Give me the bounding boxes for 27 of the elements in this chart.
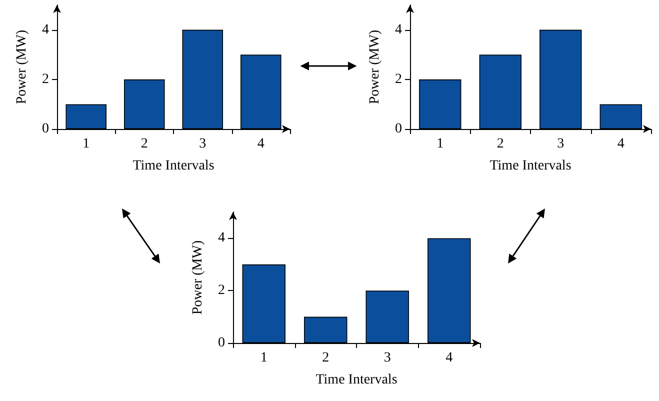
y-tick-label: 0 (395, 122, 402, 136)
y-tick-label: 2 (42, 72, 49, 87)
y-tick-label: 0 (218, 336, 225, 350)
x-tick-label: 2 (140, 136, 148, 152)
y-tick-label: 4 (218, 230, 225, 246)
x-tick-label: 1 (260, 350, 268, 366)
x-tick-label: 3 (557, 136, 564, 152)
x-tick-label: 4 (617, 136, 624, 152)
x-tick-label: 3 (199, 136, 206, 152)
y-tick-label: 0 (42, 122, 49, 136)
x-tick-label: 4 (446, 350, 453, 366)
x-tick-label: 1 (436, 136, 444, 152)
x-axis-title: Time Intervals (316, 372, 398, 388)
x-tick-label: 3 (384, 350, 391, 366)
y-axis-title: Power (MW) (190, 240, 206, 315)
y-axis-title: Power (MW) (14, 30, 30, 104)
x-tick-label: 2 (496, 136, 504, 152)
y-tick-label: 2 (218, 283, 225, 298)
x-tick-label: 4 (257, 136, 264, 152)
x-axis-title: Time Intervals (132, 158, 214, 174)
y-tick-label: 4 (395, 22, 402, 38)
y-tick-label: 2 (395, 72, 402, 87)
y-axis-title: Power (MW) (368, 30, 382, 104)
y-tick-label: 4 (42, 22, 49, 38)
x-tick-label: 2 (322, 350, 330, 366)
x-axis-title: Time Intervals (490, 158, 572, 174)
x-tick-label: 1 (82, 136, 90, 152)
